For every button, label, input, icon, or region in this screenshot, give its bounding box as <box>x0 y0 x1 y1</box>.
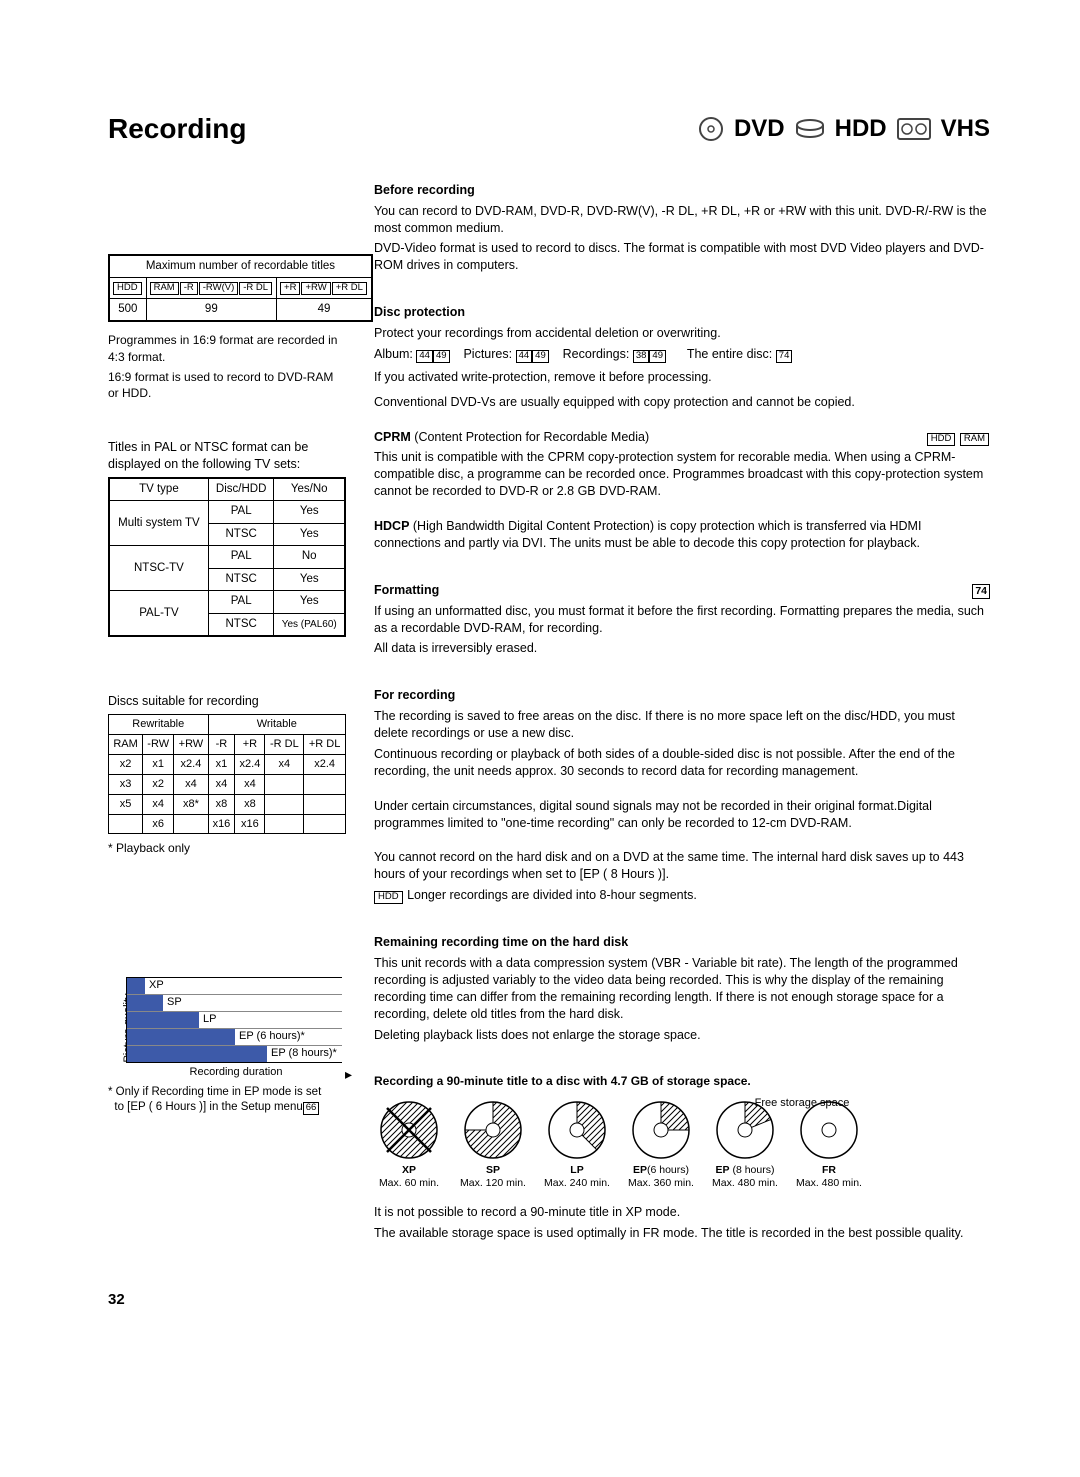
hdd-label: HDD <box>835 113 887 145</box>
table-row: Multi system TVPALYes <box>109 501 345 524</box>
para: Continuous recording or playback of both… <box>374 746 990 780</box>
max-titles-caption: Maximum number of recordable titles <box>109 255 372 278</box>
para: All data is irreversibly erased. <box>374 640 990 657</box>
page-title: Recording <box>108 110 246 148</box>
max-titles-group1: RAM-R-RW(V)-R DL <box>146 278 276 299</box>
dvd-label: DVD <box>734 113 785 145</box>
para: It is not possible to record a 90-minute… <box>374 1204 990 1221</box>
heading-remain: Remaining recording time on the hard dis… <box>374 934 990 951</box>
pq-foot-1: * Only if Recording time in EP mode is s… <box>108 1085 346 1115</box>
arrow-icon: ▸ <box>345 1065 352 1084</box>
heading-rec: For recording <box>374 687 990 704</box>
pq-bar-row: XP <box>127 977 342 994</box>
max-titles-hdd: HDD <box>109 278 146 299</box>
left-column: Maximum number of recordable titles HDD … <box>108 182 346 1246</box>
disc-item: XPMax. 60 min. <box>374 1100 444 1190</box>
para: DVD-Video format is used to record to di… <box>374 240 990 274</box>
para: The available storage space is used opti… <box>374 1225 990 1242</box>
table-row: TV type Disc/HDD Yes/No <box>109 478 345 501</box>
max-titles-table: Maximum number of recordable titles HDD … <box>108 254 373 323</box>
dvd-icon <box>698 116 724 142</box>
disc-item: FRMax. 480 min. <box>794 1100 864 1190</box>
table-row: NTSC-TVPALNo <box>109 546 345 569</box>
vhs-icon <box>897 117 931 141</box>
free-space-label: Free storage space <box>614 1096 990 1111</box>
heading-before: Before recording <box>374 182 990 199</box>
picture-quality-chart: Picture quality XPSPLPEP (6 hours)*EP (8… <box>108 977 346 1080</box>
disc-item: EP(6 hours)Max. 360 min. <box>626 1100 696 1190</box>
table-row: RewritableWritable <box>109 715 346 735</box>
table-row: x6x16x16 <box>109 814 346 834</box>
table-row: x3x2x4x4x4 <box>109 774 346 794</box>
pq-bar-row: LP <box>127 1011 342 1028</box>
disc-diagram: Free storage space XPMax. 60 min.SPMax. … <box>374 1100 990 1190</box>
para: Protect your recordings from accidental … <box>374 325 990 342</box>
para: Conventional DVD-Vs are usually equipped… <box>374 394 990 411</box>
hdd-icon <box>795 118 825 140</box>
disc-item: EP (8 hours)Max. 480 min. <box>710 1100 780 1190</box>
table-row: x5x4x8*x8x8 <box>109 794 346 814</box>
para: HDD Longer recordings are divided into 8… <box>374 887 990 904</box>
speed-table: RewritableWritable RAM-RW+RW-R+R-R DL+R … <box>108 714 346 834</box>
para: Deleting playback lists does not enlarge… <box>374 1027 990 1044</box>
note-1: Programmes in 16:9 format are recorded i… <box>108 332 346 364</box>
table-row: RAM-RW+RW-R+R-R DL+R DL <box>109 735 346 755</box>
media-icons: DVD HDD VHS <box>698 113 990 145</box>
page-header: Recording DVD HDD VHS <box>108 110 990 148</box>
pq-bar-row: EP (6 hours)* <box>127 1028 342 1045</box>
tv-table: TV type Disc/HDD Yes/No Multi system TVP… <box>108 477 346 638</box>
page-number: 32 <box>108 1290 990 1310</box>
max-titles-group2: +R+RW+R DL <box>277 278 372 299</box>
table-row: 500 99 49 <box>109 298 372 321</box>
para: This unit is compatible with the CPRM co… <box>374 449 990 500</box>
heading-90: Recording a 90-minute title to a disc wi… <box>374 1073 990 1089</box>
speed-caption: Discs suitable for recording <box>108 693 346 710</box>
para: If using an unformatted disc, you must f… <box>374 603 990 637</box>
note-2: 16:9 format is used to record to DVD-RAM… <box>108 369 346 401</box>
cprm-line: HDD RAM CPRM (Content Protection for Rec… <box>374 429 990 446</box>
table-row: PAL-TVPALYes <box>109 591 345 614</box>
disc-item: SPMax. 120 min. <box>458 1100 528 1190</box>
para: The recording is saved to free areas on … <box>374 708 990 742</box>
para: You can record to DVD-RAM, DVD-R, DVD-RW… <box>374 203 990 237</box>
speed-note: * Playback only <box>108 840 346 856</box>
right-column: Before recording You can record to DVD-R… <box>374 182 990 1246</box>
disc-item: LPMax. 240 min. <box>542 1100 612 1190</box>
protect-refs: Album: 4449 Pictures: 4449 Recordings: 3… <box>374 346 990 363</box>
pq-xlabel: Recording duration <box>126 1065 346 1080</box>
hdcp-para: HDCP (High Bandwidth Digital Content Pro… <box>374 518 990 552</box>
para: Under certain circumstances, digital sou… <box>374 798 990 832</box>
para: You cannot record on the hard disk and o… <box>374 849 990 883</box>
para: This unit records with a data compressio… <box>374 955 990 1023</box>
heading-format: 74 Formatting <box>374 582 990 599</box>
pq-bar-row: EP (8 hours)* <box>127 1045 342 1062</box>
vhs-label: VHS <box>941 113 990 145</box>
table-row: x2x1x2.4x1x2.4x4x2.4 <box>109 755 346 775</box>
heading-protect: Disc protection <box>374 304 990 321</box>
pq-bar-row: SP <box>127 994 342 1011</box>
para: If you activated write-protection, remov… <box>374 369 990 386</box>
tv-caption: Titles in PAL or NTSC format can be disp… <box>108 439 346 473</box>
